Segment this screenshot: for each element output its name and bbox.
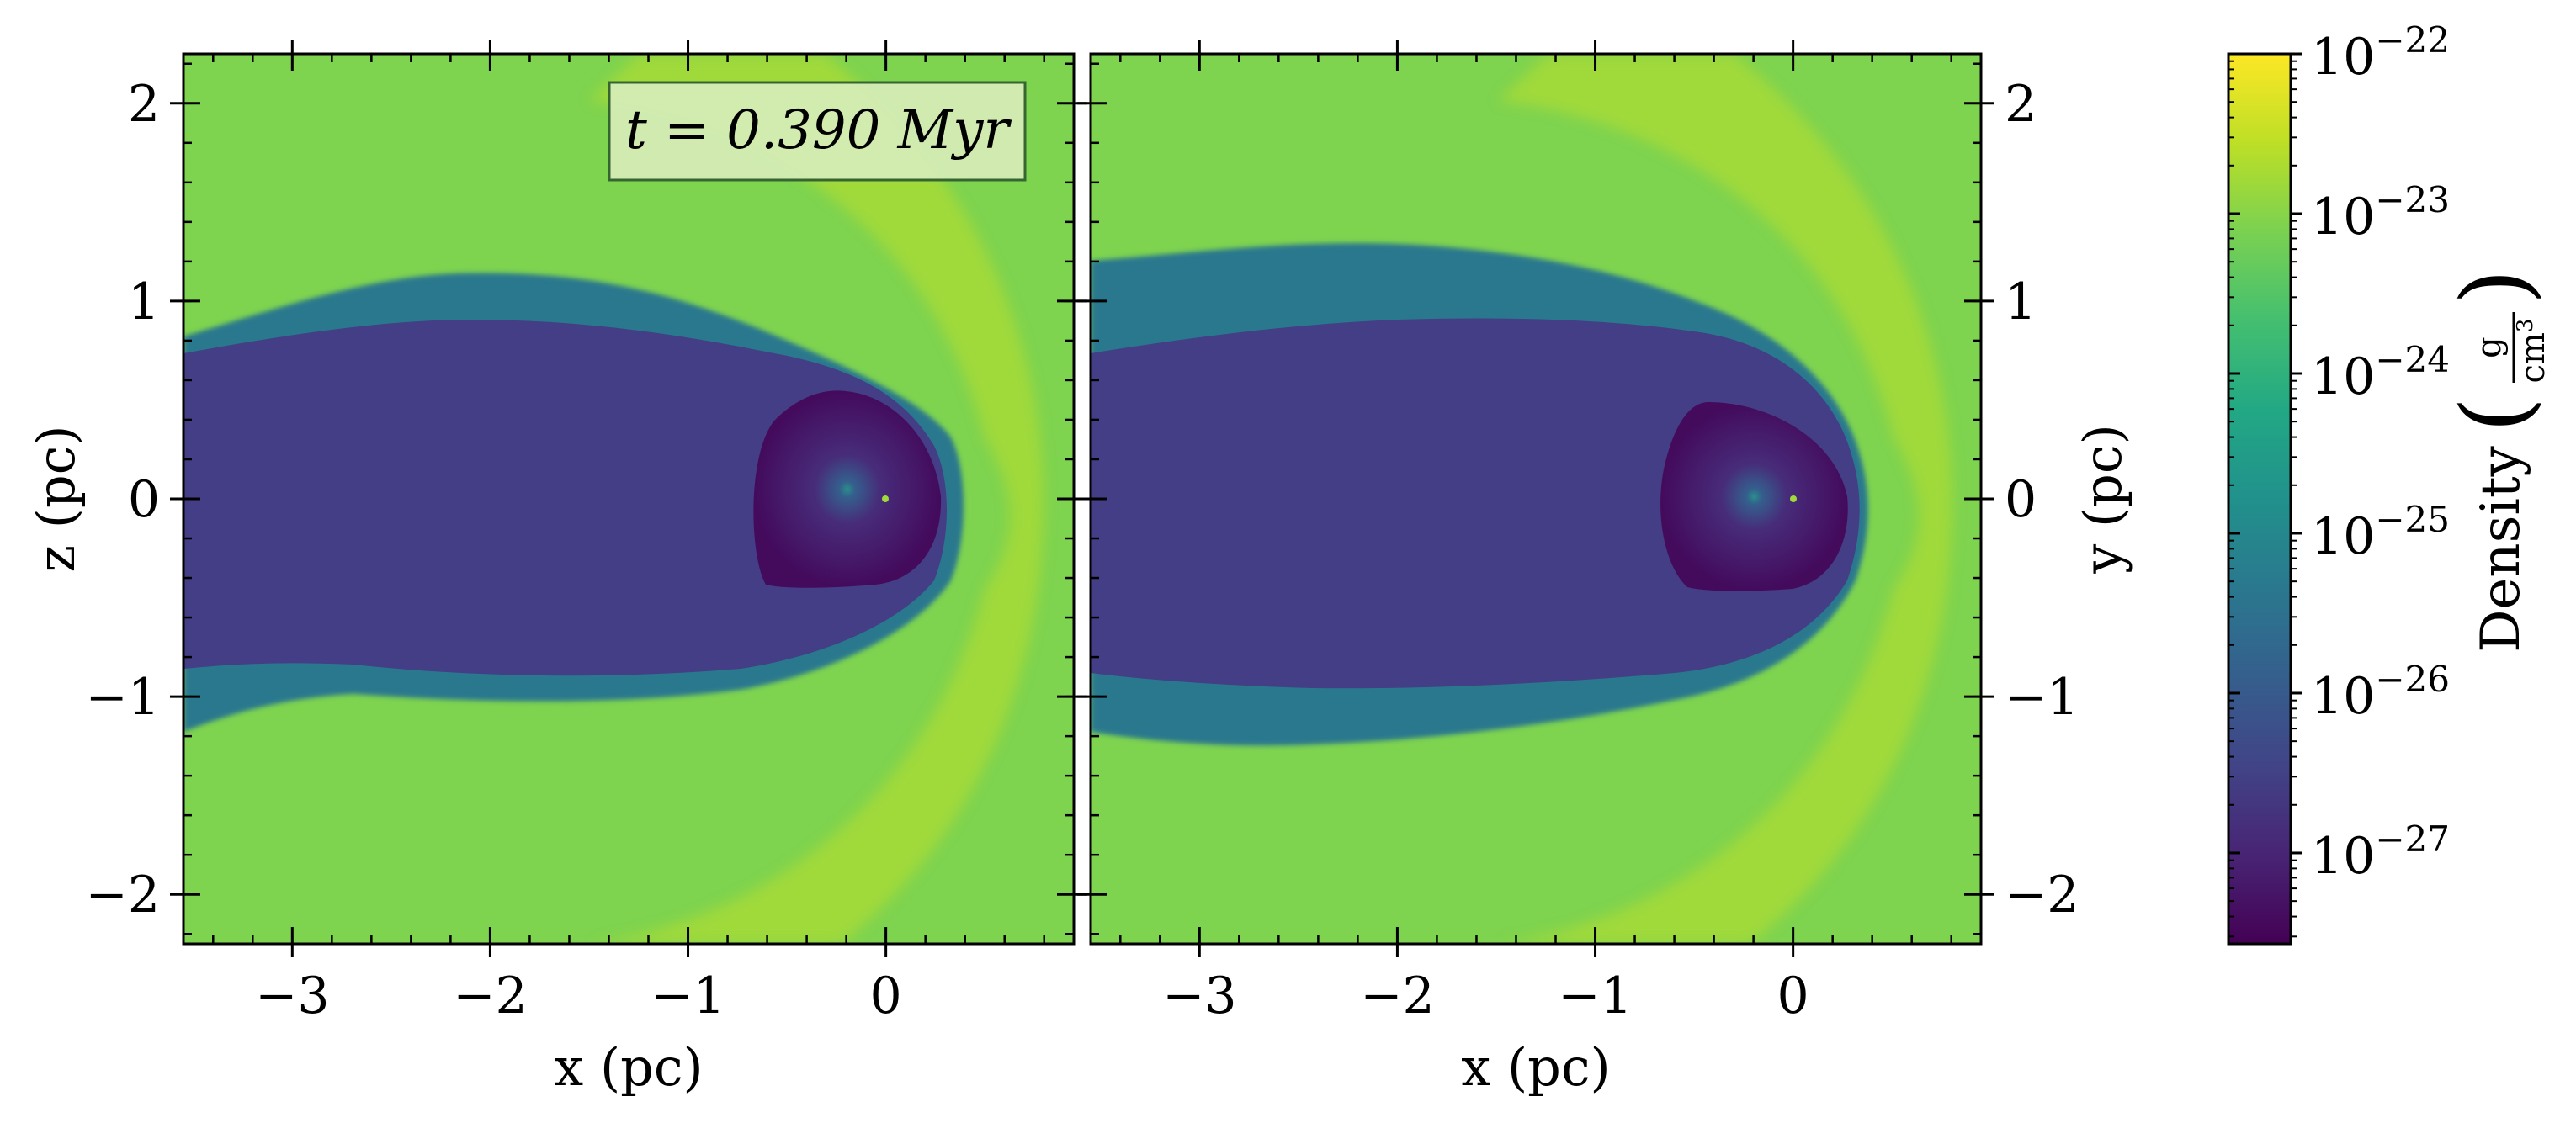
y-tick-label: −1 bbox=[86, 668, 160, 727]
colorbar-tick-exponent: −25 bbox=[2375, 499, 2450, 540]
y-axis-label-xz: z (pc) bbox=[25, 425, 87, 572]
colorbar-tick-base: 10 bbox=[2311, 188, 2375, 246]
cavity bbox=[183, 320, 947, 676]
y-tick-label: 1 bbox=[128, 273, 160, 331]
panel-xy: −3 −2 −1 0 −2 −1 0 1 2 x (pc) y (pc) bbox=[1077, 40, 2133, 1098]
x-axis-label-xz: x (pc) bbox=[554, 1036, 703, 1098]
density-map-xy bbox=[1091, 54, 1981, 944]
colorbar-tick-exponent: −23 bbox=[2375, 179, 2450, 220]
axis-ticks-xz: −3 −2 −1 0 −2 −1 0 1 2 bbox=[86, 40, 1087, 1025]
colorbar-tick-label: 10−23 bbox=[2311, 179, 2450, 246]
y-axis-label-xy: y (pc) bbox=[2072, 424, 2133, 575]
x-tick-label: −1 bbox=[1558, 967, 1632, 1025]
colorbar-tick-base: 10 bbox=[2311, 507, 2375, 566]
y-tick-label: −1 bbox=[2005, 668, 2079, 727]
x-tick-label: −3 bbox=[1162, 967, 1236, 1025]
colorbar-tick-base: 10 bbox=[2311, 347, 2375, 406]
time-annotation-box bbox=[608, 81, 1027, 182]
colorbar-label-text: Density bbox=[2470, 446, 2532, 653]
y-tick-label: 2 bbox=[128, 75, 160, 134]
colorbar-tick-base: 10 bbox=[2311, 28, 2375, 87]
axis-ticks-xy: −3 −2 −1 0 −2 −1 0 1 2 bbox=[1077, 40, 2079, 1025]
panel-xz: t = 0.390 Myr −3 −2 −1 0 −2 −1 0 1 2 x (pc) z (p… bbox=[25, 40, 1087, 1098]
inner-bubble bbox=[1660, 402, 1848, 591]
x-tick-label: 0 bbox=[870, 967, 902, 1025]
bow-shock bbox=[1498, 54, 1952, 944]
x-tick-label: −2 bbox=[453, 967, 527, 1025]
cavity bbox=[1091, 318, 1860, 689]
star-marker bbox=[1790, 495, 1797, 502]
inner-bubble bbox=[753, 390, 942, 588]
y-tick-label: 2 bbox=[2005, 75, 2037, 134]
colorbar-tick-label: 10−22 bbox=[2311, 19, 2450, 87]
y-tick-label: 0 bbox=[2005, 470, 2037, 529]
colorbar-unit-numerator: g bbox=[2470, 336, 2509, 358]
y-tick-label: −2 bbox=[86, 866, 160, 924]
colorbar-tick-label: 10−26 bbox=[2311, 659, 2450, 726]
colorbar-unit-denominator: cm3 bbox=[2513, 319, 2552, 384]
x-tick-label: −1 bbox=[651, 967, 725, 1025]
colorbar-tick-label: 10−24 bbox=[2311, 339, 2450, 406]
x-tick-label: −3 bbox=[255, 967, 329, 1025]
time-annotation: t = 0.390 Myr bbox=[608, 81, 1027, 182]
x-axis-label-xy: x (pc) bbox=[1461, 1036, 1610, 1098]
y-tick-label: 0 bbox=[128, 470, 160, 529]
colorbar-tick-exponent: −27 bbox=[2375, 818, 2450, 860]
colorbar-tick-label: 10−25 bbox=[2311, 499, 2450, 566]
x-tick-label: 0 bbox=[1777, 967, 1809, 1025]
star-marker bbox=[882, 495, 889, 502]
density-map-xz bbox=[183, 54, 1074, 944]
colorbar-tick-exponent: −22 bbox=[2375, 19, 2450, 61]
y-tick-label: 1 bbox=[2005, 273, 2037, 331]
colorbar-tick-label: 10−27 bbox=[2311, 818, 2450, 886]
colorbar-tick-base: 10 bbox=[2311, 827, 2375, 886]
time-annotation-text: t = 0.390 Myr bbox=[625, 99, 1012, 162]
colorbar-label: Density ( g cm3 ) bbox=[2441, 269, 2552, 653]
colorbar-unit-denominator-exp: 3 bbox=[2513, 319, 2538, 333]
colorbar-unit-close-paren: ) bbox=[2441, 269, 2549, 305]
colorbar-unit-open-paren: ( bbox=[2441, 397, 2549, 433]
x-tick-label: −2 bbox=[1360, 967, 1434, 1025]
bow-shock bbox=[589, 54, 1044, 944]
y-tick-label: −2 bbox=[2005, 866, 2079, 924]
colorbar-gradient bbox=[2227, 52, 2292, 946]
colorbar-tick-base: 10 bbox=[2311, 667, 2375, 726]
colorbar-tick-exponent: −24 bbox=[2375, 339, 2450, 380]
colorbar-unit-denominator-base: cm bbox=[2514, 332, 2552, 383]
colorbar-tick-exponent: −26 bbox=[2375, 659, 2450, 700]
